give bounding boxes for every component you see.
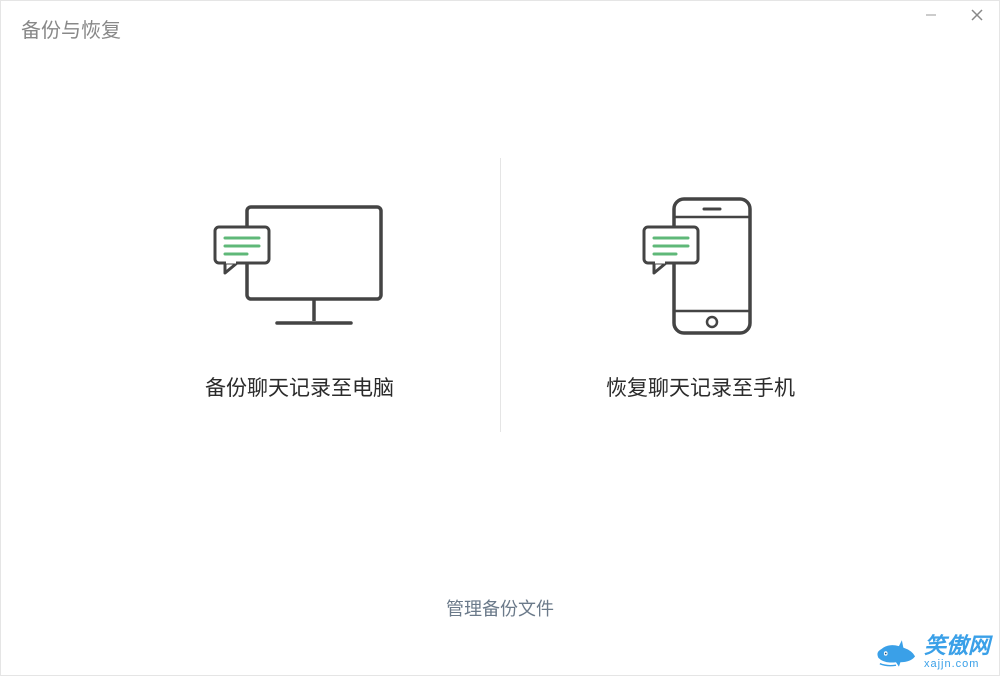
- backup-to-pc-label: 备份聊天记录至电脑: [205, 372, 394, 402]
- backup-restore-window: 备份与恢复: [0, 0, 1000, 676]
- options-row: 备份聊天记录至电脑: [100, 158, 901, 432]
- titlebar: 备份与恢复: [1, 1, 999, 55]
- manage-backup-link[interactable]: 管理备份文件: [446, 595, 554, 621]
- main-content: 备份聊天记录至电脑: [1, 55, 999, 595]
- close-button[interactable]: [963, 1, 991, 29]
- watermark-text: 笑傲网 xajjn.com: [924, 634, 990, 670]
- shark-icon: [874, 635, 918, 669]
- window-title: 备份与恢复: [21, 14, 121, 43]
- restore-to-phone-option[interactable]: 恢复聊天记录至手机: [501, 158, 901, 432]
- minimize-button[interactable]: [917, 1, 945, 29]
- window-controls: [917, 1, 991, 29]
- watermark: 笑傲网 xajjn.com: [874, 634, 990, 670]
- footer: 管理备份文件: [1, 595, 999, 675]
- restore-to-phone-label: 恢复聊天记录至手机: [606, 372, 795, 402]
- close-icon: [969, 7, 985, 23]
- minimize-icon: [924, 8, 938, 22]
- watermark-main: 笑傲网: [924, 634, 990, 658]
- backup-to-pc-option[interactable]: 备份聊天记录至电脑: [100, 158, 500, 432]
- phone-chat-icon: [626, 188, 776, 348]
- monitor-chat-icon: [205, 188, 395, 348]
- watermark-sub: xajjn.com: [924, 658, 979, 670]
